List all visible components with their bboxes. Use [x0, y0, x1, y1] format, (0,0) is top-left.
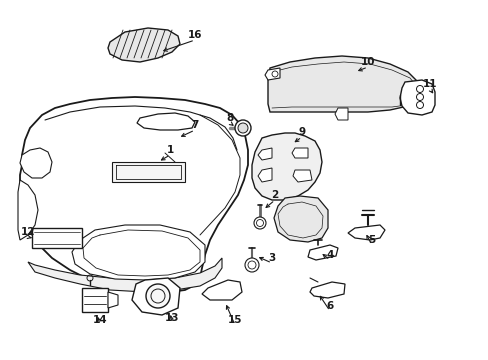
- Polygon shape: [258, 168, 271, 182]
- Text: 7: 7: [191, 120, 198, 130]
- Text: 1: 1: [166, 145, 173, 155]
- Polygon shape: [112, 162, 184, 182]
- Polygon shape: [18, 180, 38, 240]
- Polygon shape: [273, 196, 327, 242]
- Text: 11: 11: [422, 79, 436, 89]
- Polygon shape: [291, 148, 307, 158]
- Polygon shape: [82, 288, 108, 312]
- Polygon shape: [108, 28, 180, 62]
- Polygon shape: [132, 278, 180, 315]
- Text: 16: 16: [187, 30, 202, 40]
- Polygon shape: [258, 148, 271, 160]
- Polygon shape: [72, 225, 204, 280]
- Polygon shape: [347, 225, 384, 240]
- Polygon shape: [264, 68, 280, 80]
- Polygon shape: [137, 113, 195, 130]
- Text: 2: 2: [271, 190, 278, 200]
- Polygon shape: [334, 108, 347, 120]
- Text: 3: 3: [268, 253, 275, 263]
- Polygon shape: [28, 258, 222, 292]
- Text: 6: 6: [325, 301, 333, 311]
- Text: 8: 8: [226, 113, 233, 123]
- Text: 10: 10: [360, 57, 374, 67]
- Text: 12: 12: [20, 227, 35, 237]
- Polygon shape: [32, 228, 82, 248]
- Circle shape: [244, 258, 259, 272]
- Circle shape: [235, 120, 250, 136]
- Polygon shape: [309, 282, 345, 298]
- Text: 4: 4: [325, 250, 333, 260]
- Text: 14: 14: [93, 315, 107, 325]
- Polygon shape: [20, 97, 247, 292]
- Polygon shape: [267, 56, 419, 112]
- Polygon shape: [202, 280, 242, 300]
- Polygon shape: [307, 245, 337, 260]
- Polygon shape: [108, 292, 118, 308]
- Polygon shape: [251, 133, 321, 200]
- Polygon shape: [292, 170, 311, 182]
- Text: 13: 13: [164, 313, 179, 323]
- Polygon shape: [20, 148, 52, 178]
- Circle shape: [146, 284, 170, 308]
- Text: 9: 9: [298, 127, 305, 137]
- Circle shape: [238, 123, 247, 133]
- Text: 5: 5: [367, 235, 375, 245]
- Circle shape: [253, 217, 265, 229]
- Polygon shape: [399, 80, 434, 115]
- Text: 15: 15: [227, 315, 242, 325]
